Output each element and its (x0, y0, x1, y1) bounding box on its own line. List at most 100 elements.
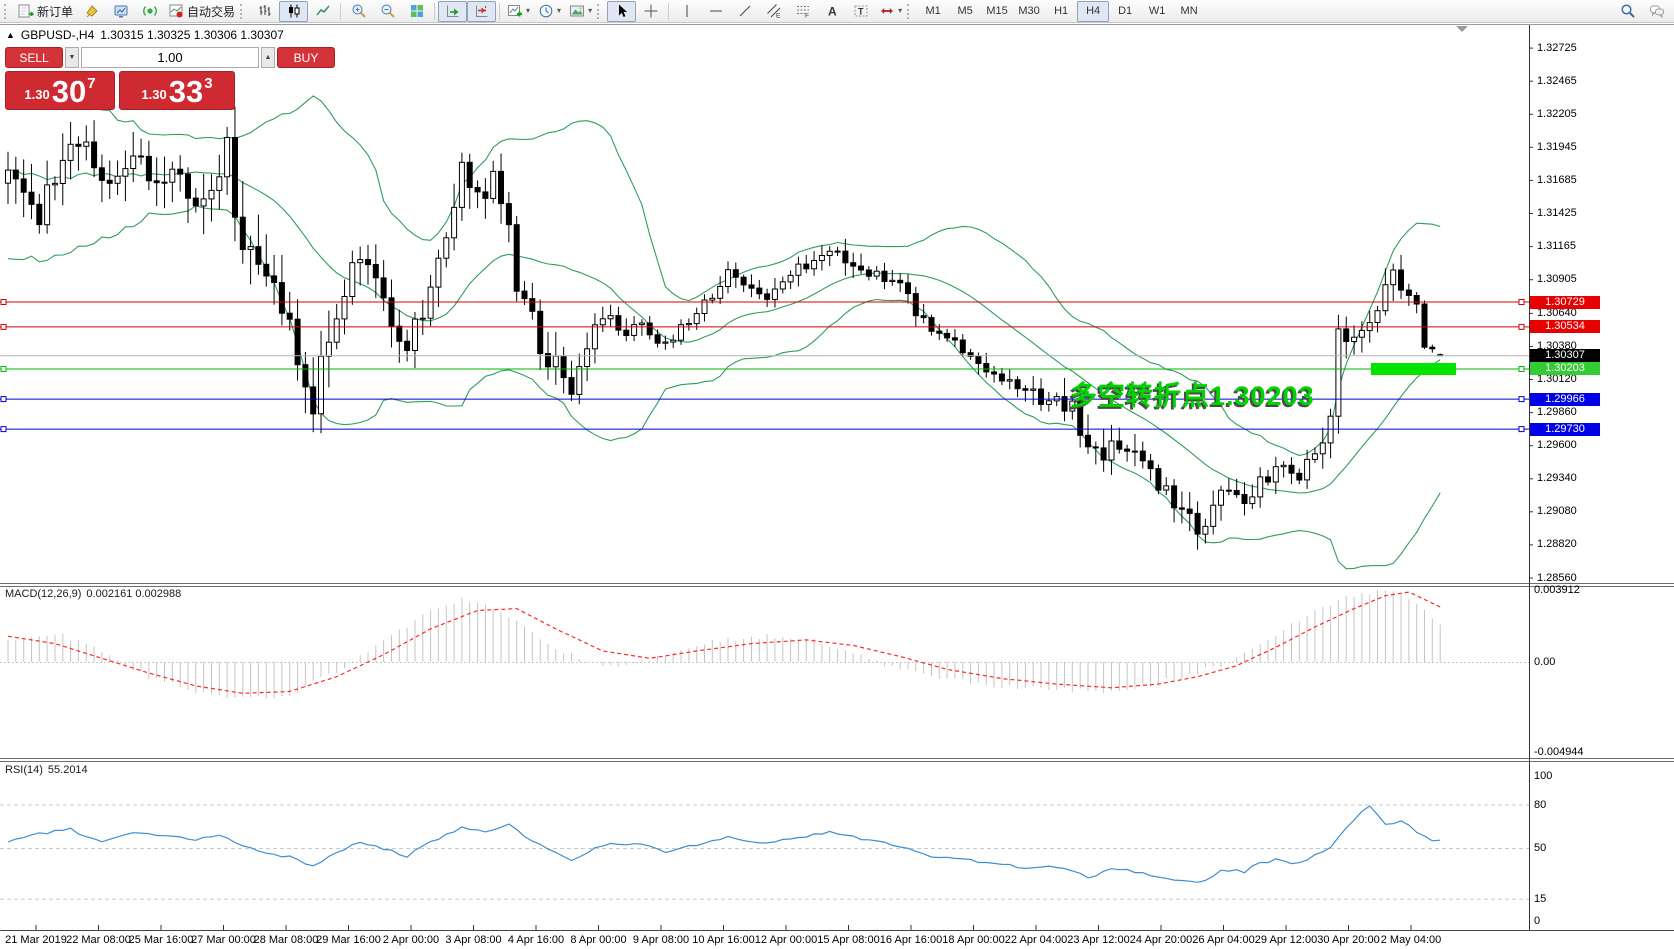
candle-body (858, 265, 864, 271)
text-icon: A (824, 3, 840, 19)
time-axis-label: 18 Apr 00:00 (942, 934, 1005, 946)
candle-body (396, 325, 403, 342)
candle-body (380, 277, 387, 299)
panel-separator[interactable] (0, 756, 1674, 763)
sell-price-tile[interactable]: 1.30 30 7 (5, 71, 115, 110)
equidistant-channel-button[interactable]: E (759, 1, 788, 22)
timeframe-h1[interactable]: H1 (1054, 5, 1069, 17)
candle-body (1077, 400, 1084, 436)
indicators-button[interactable]: ▾ (503, 1, 534, 22)
timeframe-m1[interactable]: M1 (925, 5, 941, 17)
volume-down-button[interactable]: ▼ (65, 47, 79, 68)
candle-body (498, 170, 504, 205)
line-chart-button[interactable] (308, 1, 337, 22)
text-label-button[interactable]: T (846, 1, 875, 22)
candle-body (897, 279, 904, 284)
timeframe-m5[interactable]: M5 (957, 5, 973, 17)
candle-body (1139, 450, 1146, 462)
candle-body (91, 141, 98, 169)
candle-body (192, 197, 199, 207)
metaeditor-button[interactable] (77, 1, 106, 22)
candle-body (552, 355, 559, 368)
timeframe-m30[interactable]: M30 (1018, 5, 1040, 17)
horizontal-line-icon (708, 3, 724, 19)
volume-input[interactable] (81, 47, 259, 68)
chart-shift-button[interactable] (467, 0, 497, 22)
chart-shift-marker-icon[interactable] (1456, 26, 1468, 32)
chart-title: ▲ GBPUSD-,H4 1.30315 1.30325 1.30306 1.3… (6, 28, 284, 42)
signals-button[interactable] (135, 1, 164, 22)
vertical-line-button[interactable] (672, 1, 701, 22)
candle-body (1178, 507, 1185, 510)
buy-price-tile[interactable]: 1.30 33 3 (119, 71, 235, 110)
templates-button[interactable]: ▾ (565, 1, 596, 22)
price-level-badge: 1.29966 (1530, 392, 1600, 406)
price-level-badge: 1.29730 (1530, 422, 1600, 436)
time-axis-label: 9 Apr 08:00 (632, 934, 690, 946)
price-tick-label: 1.32725 (1537, 41, 1577, 54)
candlestick-chart-button[interactable] (279, 0, 309, 22)
zoom-out-button[interactable] (373, 1, 402, 22)
cursor-button[interactable] (607, 0, 637, 22)
candle-body (709, 297, 716, 301)
candle-body (740, 276, 747, 286)
candle-body (912, 293, 919, 317)
search-icon (1620, 3, 1636, 19)
terminal-button[interactable] (106, 1, 135, 22)
candle-body (967, 352, 974, 357)
time-axis-label: 15 Apr 08:00 (817, 934, 880, 946)
macd-signal-line (7, 591, 1441, 694)
candle-body (1288, 464, 1295, 474)
candle-body (826, 250, 833, 257)
candle-body (122, 168, 129, 177)
panel-separator[interactable] (0, 581, 1674, 588)
toolbar-separator (668, 2, 670, 20)
candle-body (310, 386, 317, 415)
line-handle (1518, 299, 1525, 305)
candle-body (756, 287, 763, 295)
price-tick-label: 1.31425 (1537, 206, 1577, 219)
periods-button[interactable]: ▾ (534, 1, 565, 22)
fibonacci-button[interactable]: F (788, 1, 817, 22)
volume-up-button[interactable]: ▲ (261, 47, 275, 68)
search-button[interactable] (1613, 1, 1642, 22)
arrows-button[interactable]: ▾ (875, 1, 906, 22)
macd-name: MACD(12,26,9) (5, 588, 82, 600)
candle-body (505, 203, 512, 226)
timeframe-mn[interactable]: MN (1180, 5, 1198, 17)
crosshair-button[interactable] (636, 1, 665, 22)
price-tick-label: 1.31165 (1537, 240, 1576, 253)
candle-body (12, 169, 19, 180)
candle-body (850, 262, 857, 267)
candle-body (1382, 284, 1389, 312)
buy-price-pip: 3 (204, 75, 213, 92)
price-tick-label: 1.31685 (1537, 173, 1577, 186)
candle-body (881, 270, 888, 283)
new-order-button[interactable]: 新订单 (14, 1, 77, 22)
time-axis-label: 2 Apr 00:00 (382, 934, 440, 946)
candle-body (983, 363, 990, 373)
horizontal-line-button[interactable] (701, 1, 730, 22)
trendline-button[interactable] (730, 1, 759, 22)
timeframe-m15[interactable]: M15 (986, 5, 1008, 17)
bar-chart-button[interactable] (250, 1, 279, 22)
price-level-badge: 1.30307 (1530, 349, 1600, 363)
candle-body (349, 262, 356, 298)
timeframe-h4[interactable]: H4 (1077, 0, 1110, 22)
buy-button[interactable]: BUY (277, 47, 335, 68)
tile-windows-button[interactable] (402, 1, 431, 22)
timeframe-w1[interactable]: W1 (1148, 5, 1166, 17)
candle-body (638, 322, 645, 326)
auto-scroll-button[interactable] (438, 0, 468, 22)
sell-button[interactable]: SELL (5, 47, 63, 68)
price-tick-label: 1.29080 (1537, 505, 1577, 518)
rsi-panel-label: RSI(14) 55.2014 (5, 764, 88, 776)
candle-body (271, 275, 278, 283)
timeframe-d1[interactable]: D1 (1118, 5, 1133, 17)
text-button[interactable]: A (817, 1, 846, 22)
candle-body (693, 313, 700, 325)
autotrading-button[interactable]: 自动交易 (164, 1, 239, 22)
chat-button[interactable] (1642, 1, 1671, 22)
zoom-in-button[interactable] (344, 1, 373, 22)
